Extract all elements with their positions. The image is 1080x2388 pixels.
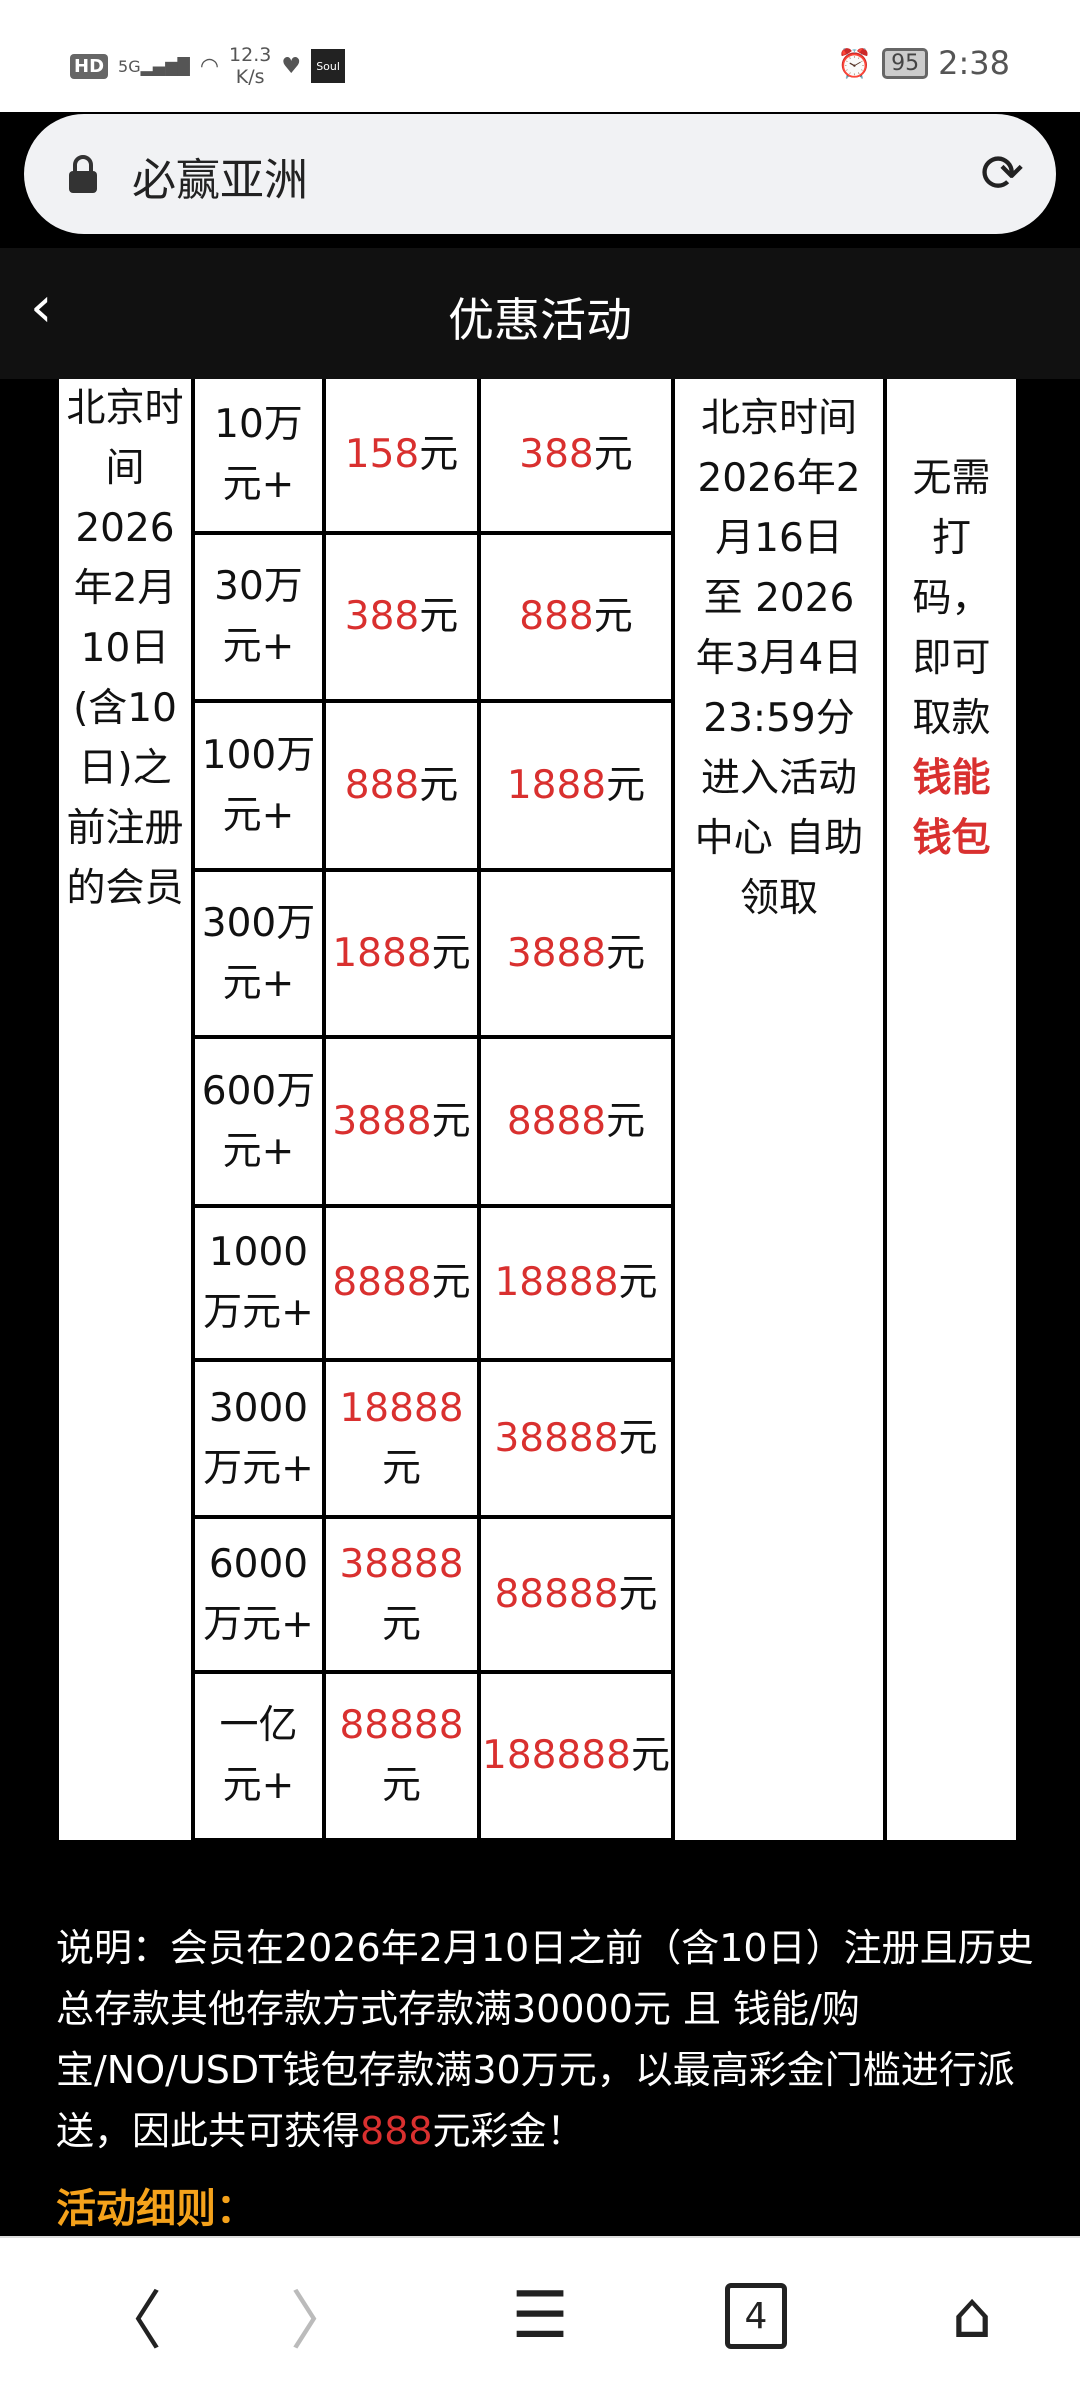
bonus-b-cell: 888元: [481, 535, 671, 699]
bonus-b-cell: 18888元: [481, 1208, 671, 1358]
bonus-a-cell: 888元: [326, 703, 477, 868]
bonus-b-cell: 188888元: [481, 1674, 671, 1838]
back-icon[interactable]: 〈: [98, 2285, 162, 2359]
reload-icon[interactable]: ⟳: [980, 144, 1024, 204]
tabs-icon: 4: [725, 2283, 787, 2349]
tier-cell: 10万元+: [195, 379, 322, 531]
period-cell: 北京时间 2026年2月16日至 2026年3月4日 23:59分 进入活动中心 自…: [675, 379, 883, 1840]
tabs-button[interactable]: 4: [706, 2266, 806, 2366]
bonus-b-cell: 3888元: [481, 872, 671, 1035]
chevron-left-icon[interactable]: ‹: [30, 275, 53, 340]
page-title-address: 必赢亚洲: [132, 155, 308, 206]
tier-cell: 1000万元+: [195, 1208, 322, 1358]
soul-app-icon: Soul: [311, 49, 346, 83]
app-notification-icon: ♥: [281, 53, 302, 79]
clock: 2:38: [938, 44, 1010, 82]
bonus-a-cell: 38888元: [326, 1519, 477, 1670]
tier-cell: 一亿元+: [195, 1674, 322, 1838]
bonus-b-cell: 38888元: [481, 1362, 671, 1515]
network-speed: 12.3 K/s: [229, 44, 272, 88]
bonus-a-cell: 3888元: [326, 1039, 477, 1204]
bonus-b-cell: 388元: [481, 379, 671, 531]
tier-cell: 3000万元+: [195, 1362, 322, 1515]
forward-icon[interactable]: 〉: [290, 2285, 354, 2359]
tier-cell: 600万元+: [195, 1039, 322, 1204]
hd-icon: HD: [70, 53, 109, 79]
bonus-b-cell: 1888元: [481, 703, 671, 868]
wifi-icon: ◠: [199, 53, 220, 79]
lock-icon: [69, 155, 97, 193]
description-note: 说明：会员在2026年2月10日之前（含10日）注册且历史总存款其他存款方式存款…: [56, 1926, 1034, 2153]
bonus-a-cell: 88888元: [326, 1674, 477, 1838]
tier-cell: 6000万元+: [195, 1519, 322, 1670]
menu-icon[interactable]: ☰: [511, 2279, 569, 2353]
bonus-a-cell: 18888元: [326, 1362, 477, 1515]
bottom-nav: 〈 〉 ☰ 4 ⌂: [0, 2236, 1080, 2388]
address-bar[interactable]: 必赢亚洲 ⟳: [24, 114, 1056, 234]
bonus-b-cell: 8888元: [481, 1039, 671, 1204]
register-condition-cell: 北京时间2026年2月10日(含10日)之前注册的会员: [59, 379, 191, 1840]
tier-cell: 100万元+: [195, 703, 322, 868]
withdraw-cell: 无需打码，即可取款钱能钱包: [887, 379, 1016, 1840]
bonus-a-cell: 1888元: [326, 872, 477, 1035]
status-bar: HD 5G▂▄▆█ ◠ 12.3 K/s ♥ Soul ⏰ 95 2:38: [0, 0, 1080, 112]
battery-icon: 95: [882, 47, 929, 79]
bonus-a-cell: 388元: [326, 535, 477, 699]
signal-icon: 5G▂▄▆█: [118, 56, 190, 76]
tier-cell: 30万元+: [195, 535, 322, 699]
bonus-a-cell: 158元: [326, 379, 477, 531]
page-header: ‹ 优惠活动: [0, 248, 1080, 379]
tier-cell: 300万元+: [195, 872, 322, 1035]
alarm-icon: ⏰: [837, 46, 873, 80]
home-icon[interactable]: ⌂: [951, 2279, 993, 2353]
bonus-b-cell: 88888元: [481, 1519, 671, 1670]
page-title: 优惠活动: [448, 293, 632, 347]
rules-heading: 活动细则：: [56, 2186, 256, 2232]
bonus-a-cell: 8888元: [326, 1208, 477, 1358]
